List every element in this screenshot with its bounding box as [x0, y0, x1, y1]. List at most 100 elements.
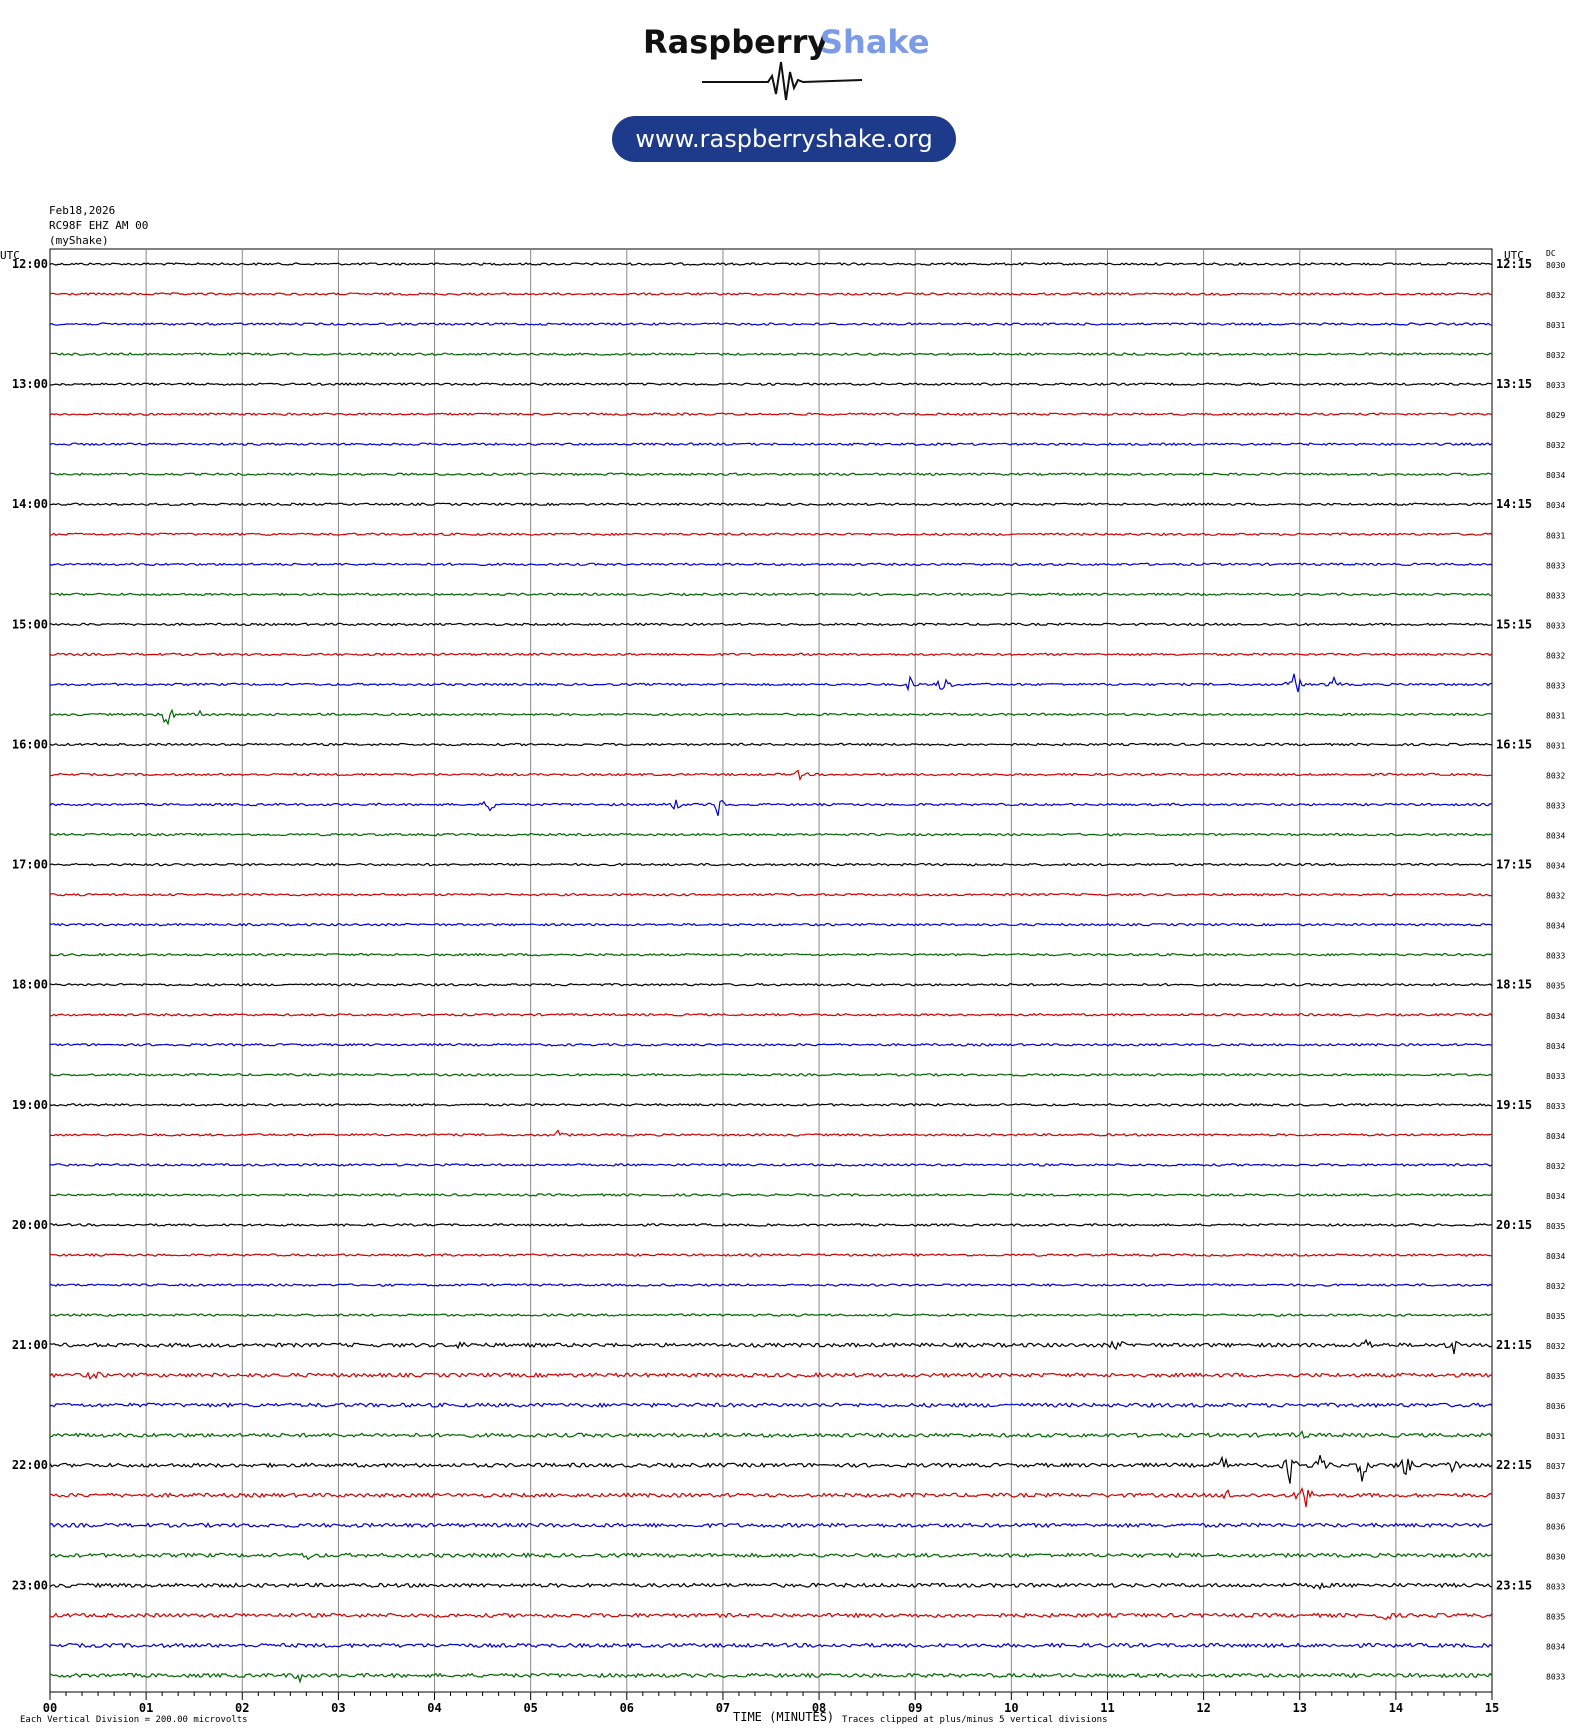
x-tick-label: 14 [1389, 1701, 1403, 1715]
row-dc-value: 8034 [1546, 1132, 1565, 1141]
trace-row [49, 1042, 1493, 1047]
row-dc-value: 8035 [1546, 1222, 1565, 1231]
row-dc-value: 8037 [1546, 1492, 1565, 1501]
trace-row [49, 952, 1493, 957]
trace-row [49, 502, 1493, 507]
row-dc-value: 8035 [1546, 1312, 1565, 1321]
trace-row [49, 1253, 1493, 1257]
row-time-left: 19:00 [12, 1098, 48, 1112]
trace-row [49, 1313, 1493, 1317]
row-time-left: 14:00 [12, 497, 48, 511]
trace-row [49, 769, 1493, 782]
trace-row [49, 673, 1493, 693]
row-dc-value: 8032 [1546, 351, 1565, 360]
trace-row [50, 1193, 1493, 1197]
date-label: Feb18,2026 [49, 204, 115, 217]
row-dc-value: 8035 [1546, 982, 1565, 991]
row-time-left: 12:00 [12, 257, 48, 271]
row-dc-value: 8034 [1546, 922, 1565, 931]
x-tick-label: 05 [523, 1701, 537, 1715]
raspberry-shake-logo: Raspberry Shake www.raspberryshake.org [612, 23, 956, 162]
trace-lines [49, 262, 1493, 1684]
row-time-right: 19:15 [1496, 1098, 1532, 1112]
trace-row [49, 1552, 1493, 1561]
trace-row [49, 562, 1493, 567]
website-url[interactable]: www.raspberryshake.org [635, 125, 932, 153]
row-dc-value: 8033 [1546, 681, 1565, 690]
row-dc-value: 8036 [1546, 1402, 1565, 1411]
trace-row [49, 708, 1493, 726]
row-time-left: 20:00 [12, 1218, 48, 1232]
x-axis-ticks: 00 01 02 03 04 05 06 07 08 09 10 11 12 13 14 15 [43, 1692, 1499, 1715]
trace-row [49, 1581, 1493, 1591]
brand-word-raspberry: Raspberry [643, 23, 828, 61]
row-time-left: 21:00 [12, 1338, 48, 1352]
brand-word-shake: Shake [820, 23, 930, 61]
row-time-right: 20:15 [1496, 1218, 1532, 1232]
minute-gridlines [145, 249, 1397, 1692]
trace-row [49, 1486, 1493, 1508]
row-dc-value: 8033 [1546, 952, 1565, 961]
trace-row [49, 622, 1493, 627]
trace-row [49, 472, 1493, 477]
x-tick-label: 13 [1293, 1701, 1307, 1715]
row-time-right: 14:15 [1496, 497, 1532, 511]
row-dc-value: 8033 [1546, 802, 1565, 811]
row-time-left: 13:00 [12, 377, 48, 391]
trace-row [49, 1642, 1493, 1649]
row-time-right: 17:15 [1496, 858, 1532, 872]
row-dc-value: 8034 [1546, 1042, 1565, 1051]
row-dc-value: 8034 [1546, 832, 1565, 841]
seismic-wave-logo-line [702, 61, 863, 101]
x-tick-label: 06 [620, 1701, 634, 1715]
x-axis-title: TIME (MINUTES) [733, 1710, 834, 1724]
row-time-right: 22:15 [1496, 1458, 1532, 1472]
row-labels: 12:00 12:15 8030 8032 8031 8032 13:00 13:15 8033… [12, 257, 1566, 1681]
trace-row [49, 1430, 1493, 1439]
row-dc-value: 8034 [1546, 501, 1565, 510]
trace-row [49, 1522, 1493, 1529]
row-dc-value: 8032 [1546, 1282, 1565, 1291]
scale-note: Each Vertical Division = 200.00 microvol… [20, 1715, 248, 1725]
trace-row [49, 1338, 1493, 1355]
url-pill[interactable] [612, 116, 956, 162]
dc-header: DC [1546, 249, 1556, 258]
trace-row [49, 382, 1493, 386]
row-dc-value: 8035 [1546, 1612, 1565, 1621]
trace-row [49, 742, 1493, 747]
trace-row [49, 799, 1493, 816]
row-dc-value: 8036 [1546, 1522, 1565, 1531]
row-dc-value: 8034 [1546, 1012, 1565, 1021]
x-tick-label: 09 [908, 1701, 922, 1715]
row-time-right: 12:15 [1496, 257, 1532, 271]
trace-row [49, 1072, 1493, 1077]
trace-row [49, 1672, 1493, 1684]
row-dc-value: 8031 [1546, 321, 1565, 330]
x-tick-label: 02 [235, 1701, 249, 1715]
row-time-left: 17:00 [12, 858, 48, 872]
row-time-right: 16:15 [1496, 737, 1532, 751]
x-tick-label: 04 [427, 1701, 441, 1715]
trace-row [49, 652, 1493, 657]
trace-row [49, 442, 1493, 447]
row-dc-value: 8033 [1546, 1072, 1565, 1081]
trace-row [49, 1612, 1493, 1621]
row-dc-value: 8033 [1546, 1582, 1565, 1591]
x-tick-label: 03 [331, 1701, 345, 1715]
row-dc-value: 8033 [1546, 1672, 1565, 1681]
row-time-right: 23:15 [1496, 1578, 1532, 1592]
owner-label: (myShake) [49, 234, 109, 247]
row-dc-value: 8032 [1546, 1342, 1565, 1351]
x-tick-label: 12 [1196, 1701, 1210, 1715]
row-time-right: 13:15 [1496, 377, 1532, 391]
utc-right-header: UTC [1504, 249, 1524, 262]
row-dc-value: 8033 [1546, 561, 1565, 570]
row-dc-value: 8032 [1546, 1162, 1565, 1171]
trace-row [49, 1129, 1493, 1137]
row-dc-value: 8034 [1546, 1642, 1565, 1651]
row-dc-value: 8030 [1546, 261, 1565, 270]
plot-frame [49, 248, 1493, 1693]
row-time-right: 18:15 [1496, 978, 1532, 992]
